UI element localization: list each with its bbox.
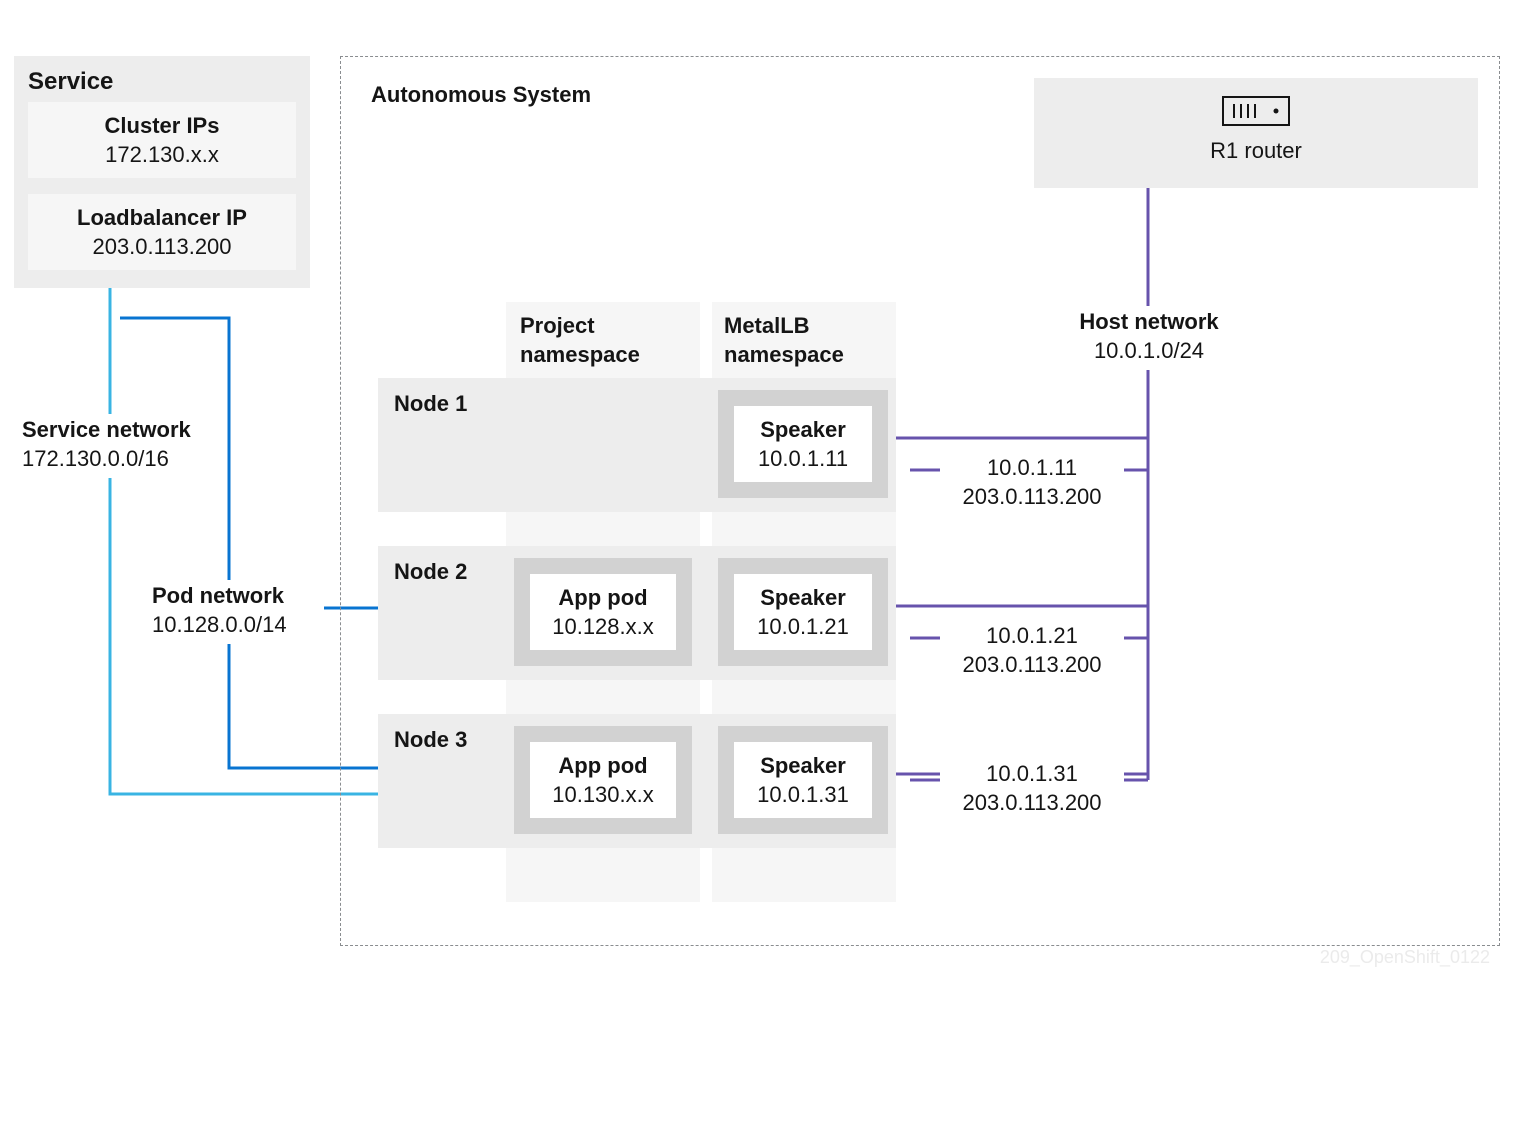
pod-network-title: Pod network: [152, 582, 320, 611]
app-pod-box-2: App pod 10.128.x.x: [514, 558, 692, 666]
app-pod-3-title: App pod: [530, 752, 676, 781]
speaker-box-3: Speaker 10.0.1.31: [718, 726, 888, 834]
conn-1-vip: 203.0.113.200: [940, 483, 1124, 512]
conn-1-ip: 10.0.1.11: [940, 454, 1124, 483]
speaker-box-1: Speaker 10.0.1.11: [718, 390, 888, 498]
conn-3-vip: 203.0.113.200: [940, 789, 1124, 818]
app-pod-3-ip: 10.130.x.x: [530, 781, 676, 810]
conn-3-ip: 10.0.1.31: [940, 760, 1124, 789]
node-1-label: Node 1: [394, 390, 467, 419]
speaker-2-title: Speaker: [734, 584, 872, 613]
service-network-title: Service network: [22, 416, 222, 445]
router-box: R1 router: [1034, 78, 1478, 188]
loadbalancer-ip-title: Loadbalancer IP: [28, 204, 296, 233]
diagram-canvas: Service Cluster IPs 172.130.x.x Loadbala…: [0, 0, 1520, 1138]
cluster-ips-value: 172.130.x.x: [28, 141, 296, 170]
project-namespace-header: Project namespace: [520, 312, 640, 369]
watermark: 209_OpenShift_0122: [1320, 947, 1490, 968]
conn-label-2: 10.0.1.21 203.0.113.200: [940, 622, 1124, 682]
host-network-label: Host network 10.0.1.0/24: [1058, 306, 1240, 370]
speaker-box-2: Speaker 10.0.1.21: [718, 558, 888, 666]
speaker-1-ip: 10.0.1.11: [734, 445, 872, 474]
pod-network-cidr: 10.128.0.0/14: [152, 611, 320, 640]
router-icon: [1034, 96, 1478, 131]
host-network-title: Host network: [1062, 308, 1236, 337]
app-pod-2-title: App pod: [530, 584, 676, 613]
autonomous-system-title: Autonomous System: [371, 81, 591, 110]
node-3-label: Node 3: [394, 726, 467, 755]
router-label: R1 router: [1034, 137, 1478, 166]
service-panel-title: Service: [28, 66, 113, 97]
conn-2-vip: 203.0.113.200: [940, 651, 1124, 680]
pod-network-label: Pod network 10.128.0.0/14: [148, 580, 324, 644]
speaker-3-ip: 10.0.1.31: [734, 781, 872, 810]
service-network-cidr: 172.130.0.0/16: [22, 445, 222, 474]
speaker-2-ip: 10.0.1.21: [734, 613, 872, 642]
loadbalancer-ip-box: Loadbalancer IP 203.0.113.200: [28, 194, 296, 270]
app-pod-2-ip: 10.128.x.x: [530, 613, 676, 642]
cluster-ips-title: Cluster IPs: [28, 112, 296, 141]
host-network-cidr: 10.0.1.0/24: [1062, 337, 1236, 366]
service-network-label: Service network 172.130.0.0/16: [18, 414, 226, 478]
conn-label-1: 10.0.1.11 203.0.113.200: [940, 454, 1124, 514]
metallb-namespace-header: MetalLB namespace: [724, 312, 844, 369]
cluster-ips-box: Cluster IPs 172.130.x.x: [28, 102, 296, 178]
speaker-1-title: Speaker: [734, 416, 872, 445]
conn-label-3: 10.0.1.31 203.0.113.200: [940, 760, 1124, 820]
node-2-label: Node 2: [394, 558, 467, 587]
speaker-3-title: Speaker: [734, 752, 872, 781]
app-pod-box-3: App pod 10.130.x.x: [514, 726, 692, 834]
service-panel: Service Cluster IPs 172.130.x.x Loadbala…: [14, 56, 310, 288]
loadbalancer-ip-value: 203.0.113.200: [28, 233, 296, 262]
conn-2-ip: 10.0.1.21: [940, 622, 1124, 651]
